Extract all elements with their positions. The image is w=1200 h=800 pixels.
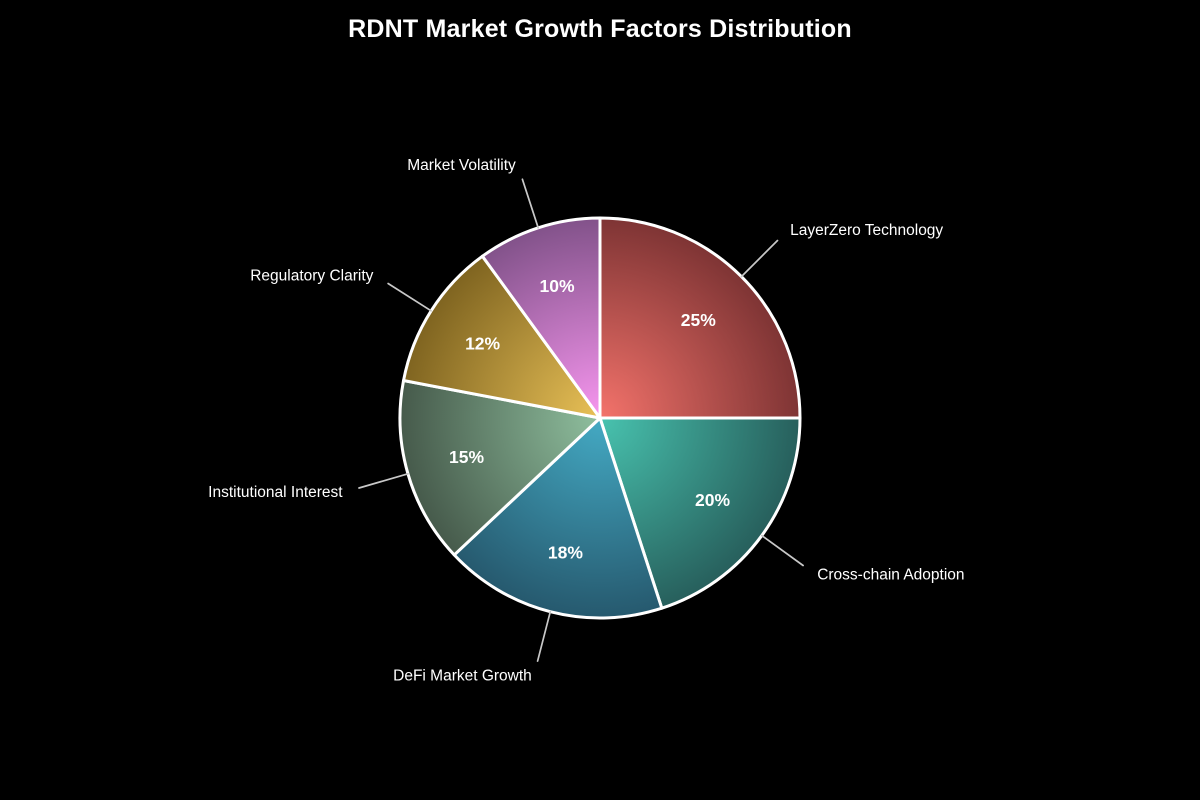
slice-label-regulatory-clarity: Regulatory Clarity (250, 267, 373, 284)
slice-label-layerzero-technology: LayerZero Technology (790, 222, 943, 239)
slice-percent-defi-market-growth: 18% (548, 543, 583, 563)
labels-layer: 25% LayerZero Technology 20% Cross-chain Ad… (208, 157, 964, 685)
slice-percent-market-volatility: 10% (539, 276, 574, 296)
leader-line-market-volatility (521, 178, 540, 229)
chart-title: RDNT Market Growth Factors Distribution (348, 15, 852, 43)
slice-percent-layerzero-technology: 25% (681, 310, 716, 330)
leader-line-defi-market-growth (536, 610, 552, 662)
leader-lines-layer (358, 178, 804, 662)
leader-line-regulatory-clarity (387, 282, 432, 312)
slice-percent-institutional-interest: 15% (449, 447, 484, 467)
leader-line-layerzero-technology (740, 239, 779, 278)
slice-percent-cross-chain-adoption: 20% (695, 490, 730, 510)
slice-label-market-volatility: Market Volatility (407, 157, 516, 174)
leader-line-cross-chain-adoption (760, 534, 804, 567)
slice-label-cross-chain-adoption: Cross-chain Adoption (817, 566, 964, 583)
slice-percent-regulatory-clarity: 12% (465, 334, 500, 354)
slice-label-institutional-interest: Institutional Interest (208, 484, 343, 501)
slice-label-defi-market-growth: DeFi Market Growth (393, 668, 532, 685)
leader-line-institutional-interest (358, 472, 409, 489)
pie-slices-layer (398, 216, 802, 620)
